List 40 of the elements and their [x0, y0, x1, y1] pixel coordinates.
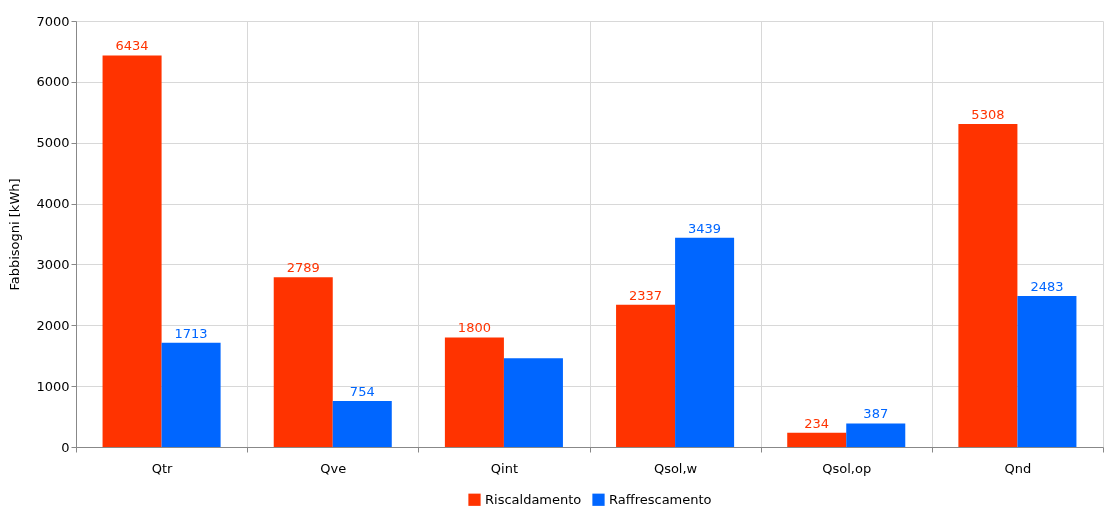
x-tick-label: Qint [490, 460, 519, 476]
data-label: 234 [804, 415, 830, 431]
data-label: 2789 [286, 260, 320, 276]
y-tick-label: 1000 [36, 378, 70, 394]
bar [1017, 295, 1077, 447]
bar [616, 304, 676, 447]
data-label: 387 [863, 406, 889, 422]
data-label: 2337 [629, 287, 663, 303]
bar [675, 237, 735, 447]
bar [102, 55, 162, 447]
y-axis-title: Fabbisogni [kWh] [7, 178, 23, 291]
y-tick-label: 2000 [36, 317, 70, 333]
data-label: 6434 [115, 38, 149, 54]
data-label: 3439 [688, 220, 722, 236]
x-tick-label: Qsol,op [822, 460, 872, 476]
y-tick-label: 6000 [36, 74, 70, 90]
y-tick-label: 5000 [36, 135, 70, 151]
data-label: 754 [349, 384, 375, 400]
x-tick-label: Qsol,w [653, 460, 698, 476]
bar [332, 401, 392, 447]
bar [503, 358, 563, 447]
legend-label: Raffrescamento [609, 491, 712, 507]
data-label: 2483 [1030, 278, 1064, 294]
y-tick-label: 4000 [36, 196, 70, 212]
x-tick-label: Qnd [1004, 460, 1032, 476]
y-tick-label: 3000 [36, 256, 70, 272]
bar [161, 342, 221, 447]
bar [787, 432, 847, 447]
legend-label: Riscaldamento [485, 491, 582, 507]
y-tick-label: 0 [61, 439, 70, 455]
data-label: 1713 [174, 325, 208, 341]
bar [444, 337, 504, 447]
bar [846, 423, 906, 447]
data-label: 1800 [457, 320, 491, 336]
x-tick-label: Qve [320, 460, 347, 476]
x-tick-label: Qtr [151, 460, 174, 476]
data-label: 5308 [971, 106, 1005, 122]
y-tick-label: 7000 [36, 13, 70, 29]
bar [273, 277, 333, 447]
bar [958, 123, 1018, 447]
